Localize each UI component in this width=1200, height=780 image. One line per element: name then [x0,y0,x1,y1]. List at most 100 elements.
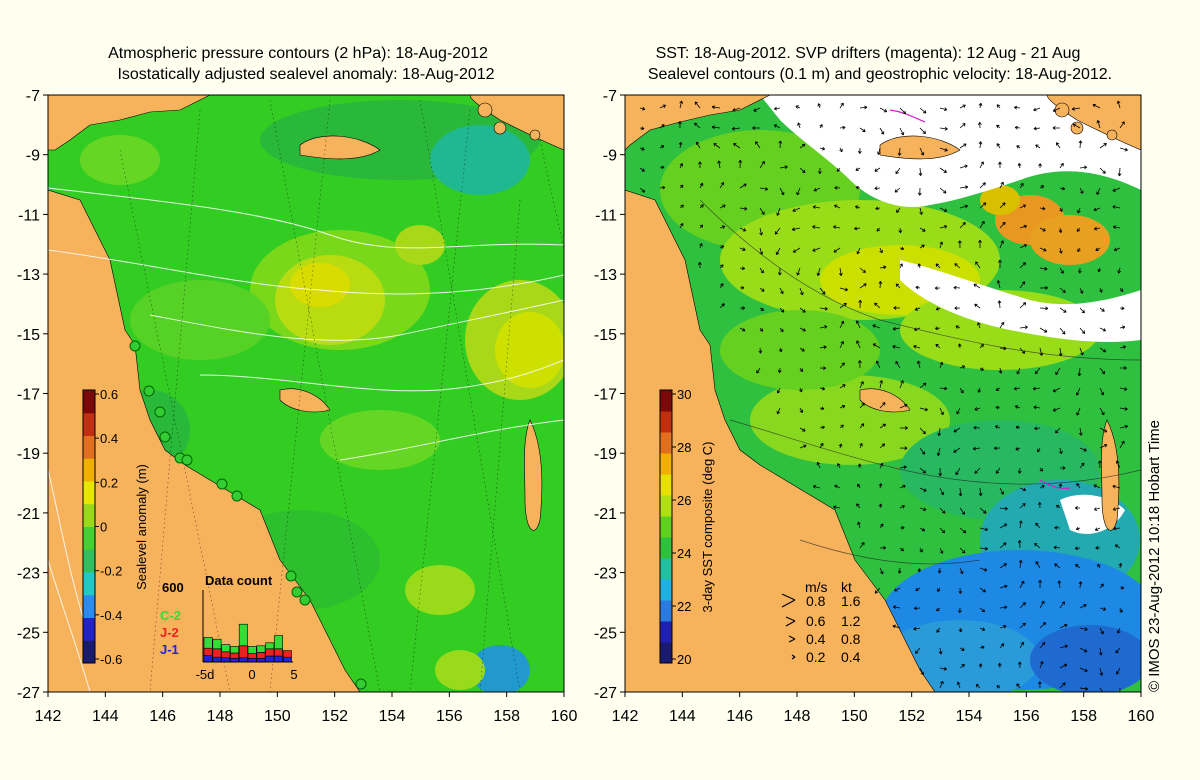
velocity-arrow [879,423,887,429]
velocity-arrow [838,267,843,276]
velocity-arrow [699,204,704,209]
velocity-arrow [939,107,948,112]
velocity-arrow [833,225,841,229]
velocity-arrow [1019,244,1028,249]
inset-bar [221,657,231,663]
velocity-arrow [1039,347,1044,356]
velocity-arrow [1037,681,1042,689]
velocity-arrow [999,523,1008,529]
velocity-arrow [999,584,1008,589]
velocity-arrow [854,226,861,231]
velocity-arrow [939,386,948,391]
velocity-arrow [917,263,922,269]
velocity-arrow [1078,140,1083,149]
tide-gauges [129,340,367,690]
velocity-arrow [1015,425,1021,430]
velocity-arrow [1096,187,1101,195]
velocity-arrow [959,507,965,515]
velocity-arrow [936,447,941,456]
velocity-arrow [756,367,761,374]
velocity-arrow [1052,387,1061,393]
colorbar-swatch [83,503,95,527]
velocity-arrow [1119,387,1128,391]
colorbar-tick-label: -0.4 [100,608,122,623]
velocity-arrow [994,425,1001,429]
velocity-arrow [979,645,985,650]
velocity-arrow [974,407,981,411]
velocity-arrow [739,327,746,332]
velocity-arrow [1017,539,1022,549]
velocity-arrow [1117,167,1122,177]
velocity-arrow [939,680,944,689]
velocity-arrow [799,347,805,352]
velocity-arrow [659,104,667,109]
velocity-arrow [979,182,986,189]
inset-bar [265,642,275,650]
velocity-arrow [659,165,665,170]
velocity-arrow [1019,622,1026,629]
velocity-arrow [999,605,1008,610]
velocity-arrow [854,205,861,209]
velocity-arrow [858,299,863,309]
velocity-arrow [1079,627,1088,631]
velocity-arrow [899,380,904,389]
velocity-arrow [999,346,1007,351]
velocity-arrow [1119,147,1128,152]
velocity-arrow [857,360,862,369]
velocity-legend: m/s kt 0.8 1.6 0.6 1.2 0.4 0.8 0.2 0.4 [781,579,861,665]
velocity-arrow [739,266,746,271]
velocity-arrow [778,347,783,353]
velocity-arrow [857,463,862,469]
lon-tick-label: 148 [784,708,811,725]
velocity-legend-ms: 0.8 [806,593,826,609]
velocity-arrow [998,259,1002,269]
velocity-arrow [1059,623,1068,629]
velocity-arrow [1032,386,1041,391]
velocity-arrow [799,427,806,432]
velocity-arrow [879,523,884,529]
right-title-line1: SST: 18-Aug-2012. SVP drifters (magenta)… [656,45,1081,62]
velocity-arrow [1097,460,1102,469]
colorbar-swatch [83,435,95,459]
velocity-arrow [897,147,902,156]
velocity-arrow [639,167,645,172]
velocity-arrow [819,366,827,371]
velocity-arrow [959,104,966,109]
velocity-arrow [1059,663,1068,669]
velocity-arrow [899,403,908,409]
velocity-arrow [758,347,763,354]
velocity-arrow [919,427,926,435]
velocity-arrow [679,163,683,169]
velocity-arrow [833,505,841,510]
velocity-arrow [1035,144,1041,149]
velocity-arrow [996,104,1001,109]
velocity-arrow [739,247,746,251]
velocity-arrow [812,484,821,489]
velocity-arrow [1099,387,1105,396]
velocity-arrow [1059,682,1066,689]
velocity-arrow [875,360,881,369]
sealevel-anomaly-field [80,100,564,692]
velocity-arrow [759,227,763,236]
velocity-arrow [919,207,923,215]
velocity-arrow [639,147,645,151]
velocity-arrow [974,303,981,309]
velocity-arrow [959,365,966,369]
velocity-arrow [1099,407,1105,416]
velocity-arrow [1078,581,1083,589]
velocity-arrow [998,367,1003,374]
velocity-arrow [1016,367,1021,375]
velocity-arrow [978,102,983,109]
velocity-arrow [895,360,901,369]
velocity-arrow [838,443,843,449]
velocity-arrow [899,426,908,430]
velocity-arrow [1076,387,1081,396]
velocity-arrow [1039,485,1045,489]
velocity-arrow [999,624,1007,629]
left-landmass [48,95,564,692]
velocity-arrow [779,327,784,333]
velocity-arrow [713,143,721,149]
velocity-arrow [935,306,941,311]
velocity-arrow [913,606,921,611]
velocity-arrow [1059,287,1066,293]
